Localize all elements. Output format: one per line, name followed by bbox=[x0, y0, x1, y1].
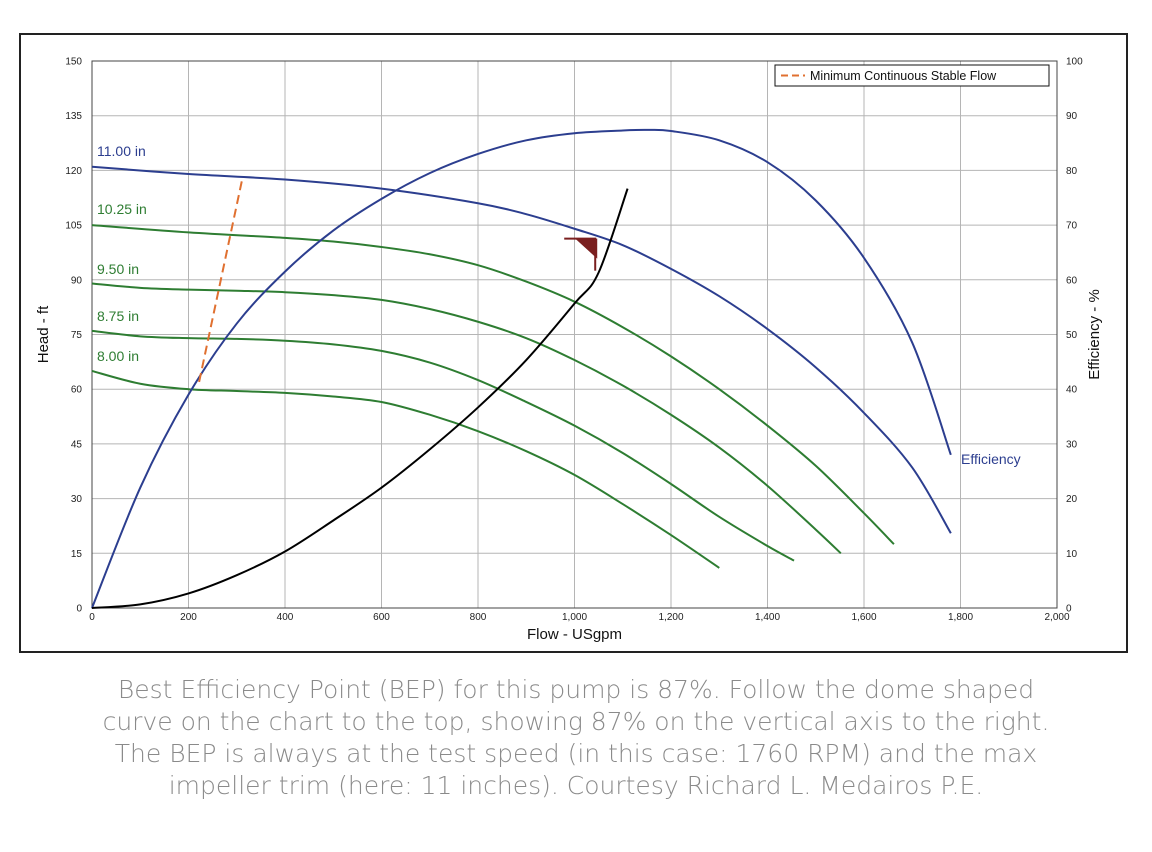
caption-line-3: The BEP is always at the test speed (in … bbox=[114, 739, 1038, 768]
y2-tick-label: 50 bbox=[1066, 330, 1078, 341]
y-tick-label: 30 bbox=[71, 494, 83, 505]
y2-tick-label: 20 bbox=[1066, 494, 1078, 505]
caption-line-4: impeller trim (here: 11 inches). Courtes… bbox=[168, 771, 984, 800]
curve-label: 8.00 in bbox=[97, 348, 139, 364]
x-tick-label: 1,800 bbox=[948, 612, 973, 623]
y2-tick-label: 60 bbox=[1066, 275, 1078, 286]
y2-tick-label: 100 bbox=[1066, 57, 1083, 68]
y-tick-label: 150 bbox=[65, 57, 82, 68]
y2-tick-label: 40 bbox=[1066, 385, 1078, 396]
x-tick-label: 2,000 bbox=[1044, 612, 1069, 623]
y-tick-label: 15 bbox=[71, 549, 83, 560]
curve-label: 10.25 in bbox=[97, 201, 147, 217]
y2-tick-label: 0 bbox=[1066, 604, 1072, 615]
x-tick-label: 1,200 bbox=[658, 612, 683, 623]
y2-tick-label: 10 bbox=[1066, 549, 1078, 560]
x-tick-label: 200 bbox=[180, 612, 197, 623]
chart-frame: 0 200 400 600 800 1,000 1,200 1,400 1,600 1,800 2,… bbox=[19, 33, 1128, 653]
x-tick-label: 800 bbox=[470, 612, 487, 623]
pump-curve-chart: 0 200 400 600 800 1,000 1,200 1,400 1,600 1,800 2,… bbox=[35, 57, 1103, 644]
y-tick-label: 120 bbox=[65, 166, 82, 177]
legend-entry: Minimum Continuous Stable Flow bbox=[810, 69, 997, 83]
bep-marker bbox=[575, 238, 598, 259]
head-curve-10-25-in bbox=[91, 224, 895, 545]
y2-tick-label: 90 bbox=[1066, 111, 1078, 122]
y-tick-label: 0 bbox=[76, 604, 82, 615]
curve-label: 9.50 in bbox=[97, 261, 139, 277]
caption: Best Efficiency Point (BEP) for this pum… bbox=[20, 674, 1132, 802]
head-curve-11-00-in bbox=[91, 165, 952, 534]
x-tick-label: 1,000 bbox=[562, 612, 587, 623]
head-curve-9-50-in bbox=[91, 282, 842, 555]
y2-axis-label: Efficiency - % bbox=[1086, 289, 1103, 380]
y2-tick-label: 30 bbox=[1066, 439, 1078, 450]
y-tick-label: 90 bbox=[71, 275, 83, 286]
y-axis-label: Head - ft bbox=[35, 305, 52, 363]
y-tick-label: 135 bbox=[65, 111, 82, 122]
x-tick-label: 1,400 bbox=[755, 612, 780, 623]
curve-label: 8.75 in bbox=[97, 308, 139, 324]
caption-line-2: curve on the chart to the top, showing 8… bbox=[102, 707, 1050, 736]
y2-tick-label: 80 bbox=[1066, 166, 1078, 177]
min-continuous-stable-flow-line bbox=[198, 177, 244, 383]
x-tick-label: 0 bbox=[89, 612, 95, 623]
x-tick-label: 1,600 bbox=[851, 612, 876, 623]
y-tick-label: 45 bbox=[71, 439, 83, 450]
head-curve-8-75-in bbox=[91, 329, 795, 562]
curve-label: 11.00 in bbox=[97, 143, 146, 159]
caption-line-1: Best Efficiency Point (BEP) for this pum… bbox=[117, 675, 1035, 704]
y-tick-label: 105 bbox=[65, 221, 82, 232]
y2-tick-label: 70 bbox=[1066, 221, 1078, 232]
y-tick-label: 75 bbox=[71, 330, 83, 341]
x-axis-label: Flow - USgpm bbox=[527, 626, 622, 643]
system-curve bbox=[91, 188, 629, 609]
x-tick-label: 400 bbox=[277, 612, 294, 623]
x-tick-label: 600 bbox=[373, 612, 390, 623]
legend-box bbox=[774, 64, 1050, 87]
curve-label: Efficiency bbox=[961, 451, 1021, 467]
y-tick-label: 60 bbox=[71, 385, 83, 396]
efficiency-curve bbox=[91, 128, 952, 609]
plot-area-border bbox=[91, 60, 1058, 609]
